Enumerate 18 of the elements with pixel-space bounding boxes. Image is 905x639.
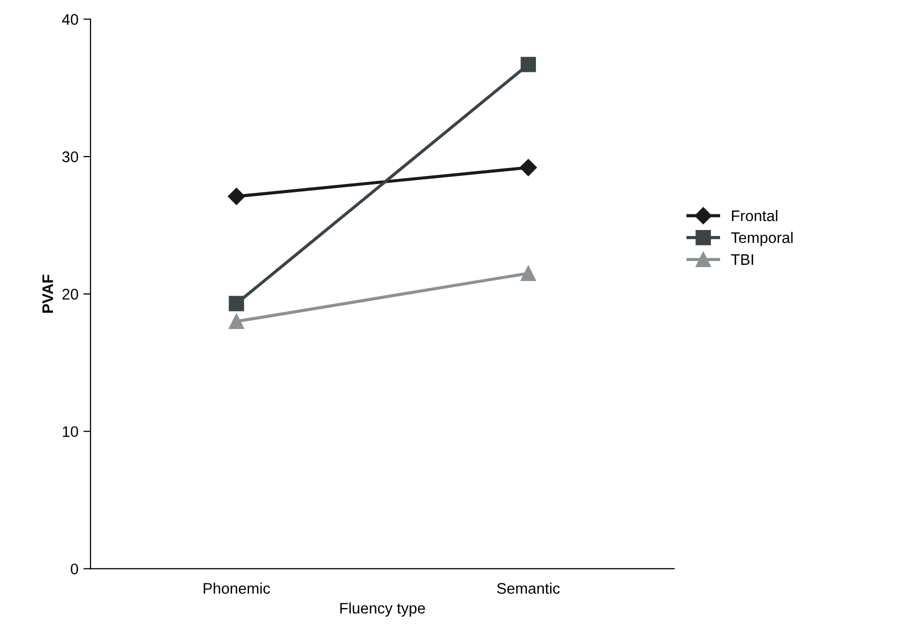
y-tick-label: 0 xyxy=(70,564,78,574)
y-axis-title: PVAF xyxy=(42,274,53,313)
y-tick-label: 30 xyxy=(62,151,78,162)
y-tick-label: 10 xyxy=(62,426,78,438)
x-tick-label: Phonemic xyxy=(204,582,270,594)
point xyxy=(228,314,244,330)
point xyxy=(520,158,537,176)
y-tick-label: 20 xyxy=(62,288,78,300)
point xyxy=(520,266,536,281)
point xyxy=(228,296,244,312)
y-tick-label: 40 xyxy=(62,14,78,25)
legend-label: TBI xyxy=(731,254,754,265)
point xyxy=(228,188,245,205)
x-tick-label: Semantic xyxy=(497,582,560,594)
legend-label: Frontal xyxy=(732,210,778,222)
legend-label: Temporal xyxy=(731,232,793,246)
point xyxy=(520,56,536,72)
x-axis-title: Fluency type xyxy=(340,602,425,617)
